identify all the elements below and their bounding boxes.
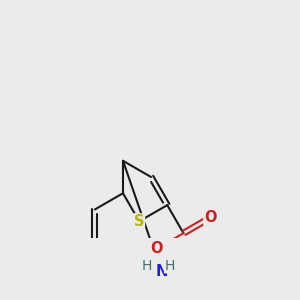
Text: S: S <box>134 214 144 229</box>
Text: H: H <box>142 259 152 273</box>
Text: O: O <box>204 210 216 225</box>
Text: O: O <box>151 241 163 256</box>
Text: H: H <box>165 259 175 273</box>
Text: N: N <box>155 264 168 279</box>
